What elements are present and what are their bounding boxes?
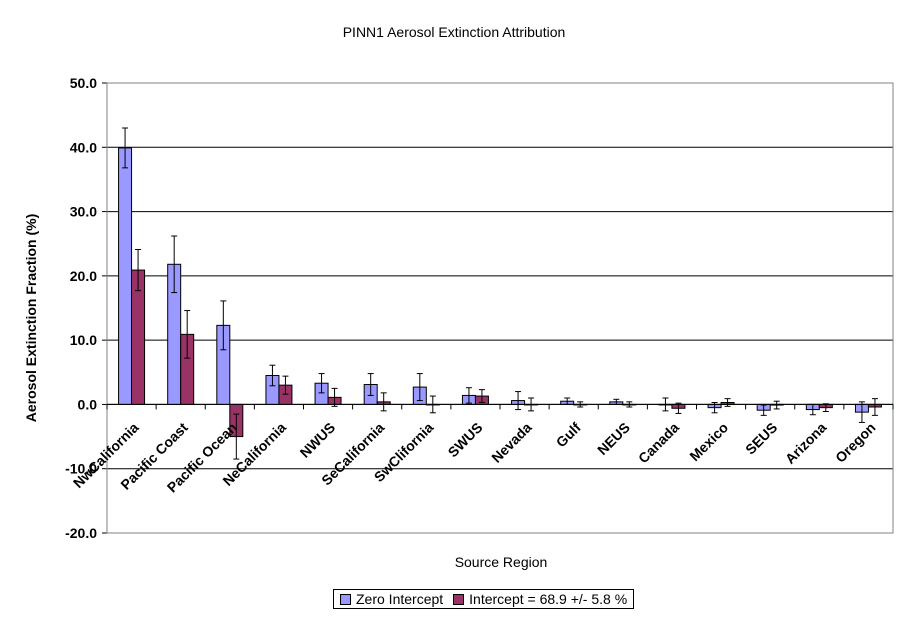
y-axis-label: Aerosol Extinction Fraction (%) [23,214,39,422]
y-tick-label: 20.0 [70,268,97,284]
x-axis-label: Source Region [455,554,548,570]
chart-title: PINN1 Aerosol Extinction Attribution [343,24,566,40]
y-tick-label: 10.0 [70,332,97,348]
legend-label-zero-intercept: Zero Intercept [356,591,444,607]
plot-border [106,82,894,534]
legend-item-intercept: Intercept = 68.9 +/- 5.8 % [453,591,627,607]
y-tick-label: 30.0 [70,204,97,220]
legend-swatch-zero-intercept [340,593,351,605]
y-tick-label: -10.0 [65,461,97,477]
y-tick-label: -20.0 [65,525,97,541]
plot-area [107,83,893,533]
y-tick-label: 0.0 [78,396,98,412]
y-tick-label: 50.0 [70,75,97,91]
legend: Zero Intercept Intercept = 68.9 +/- 5.8 … [333,589,635,609]
bar-zero-intercept [118,147,133,405]
legend-swatch-intercept [453,593,465,605]
y-tick-label: 40.0 [70,139,97,155]
legend-item-zero-intercept: Zero Intercept [340,591,443,607]
legend-label-intercept: Intercept = 68.9 +/- 5.8 % [469,591,628,607]
